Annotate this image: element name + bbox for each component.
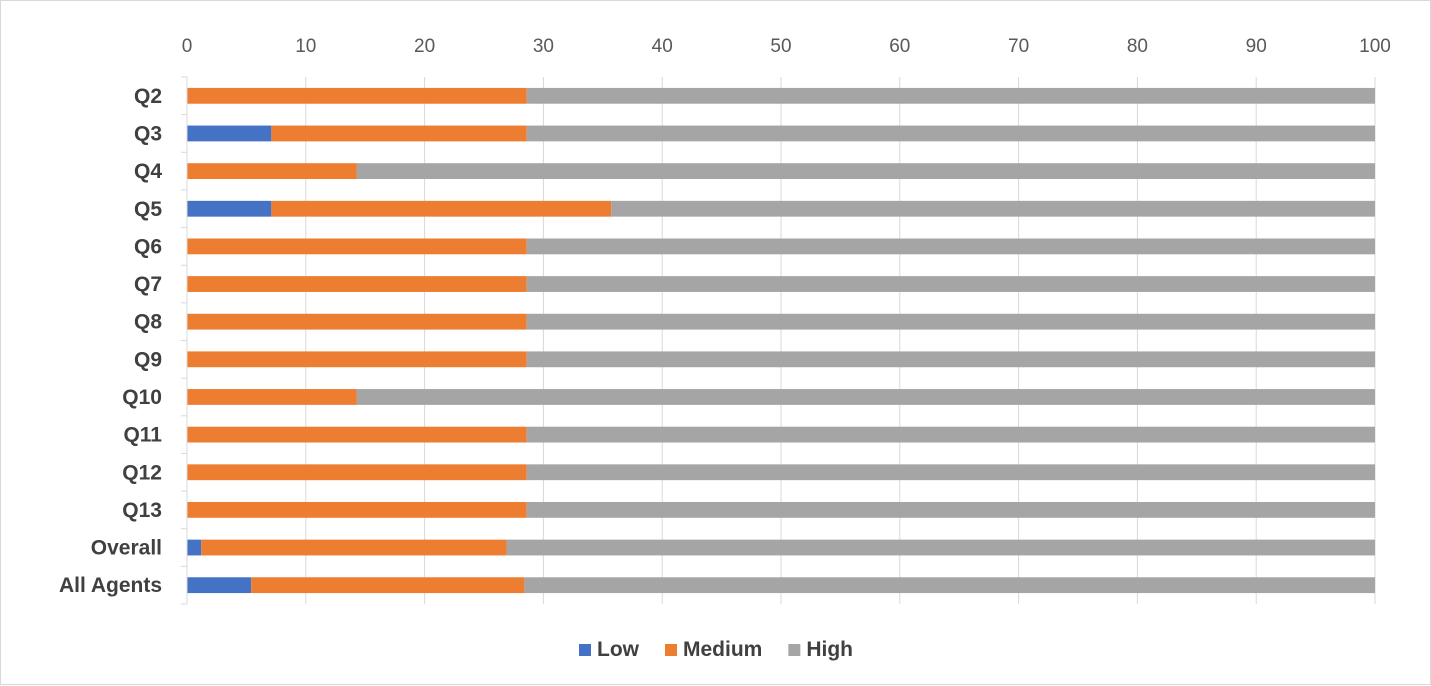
bar-low-q5: [187, 200, 272, 217]
bar-medium-q5: [271, 200, 612, 217]
bar-high-q12: [526, 464, 1375, 481]
category-label: Q8: [134, 311, 162, 334]
bar-medium-q13: [187, 501, 527, 518]
x-tick-label: 0: [182, 36, 193, 57]
legend-label-high: High: [806, 638, 853, 661]
bar-high-q5: [611, 200, 1375, 217]
bar-medium-all-agents: [251, 577, 525, 594]
category-label: Q4: [134, 160, 162, 183]
bar-medium-q10: [187, 389, 357, 405]
bar-high-q11: [526, 426, 1375, 443]
bar-medium-overall: [201, 539, 507, 556]
category-label: All Agents: [59, 574, 162, 597]
bar-low-all-agents: [187, 577, 252, 594]
category-label: Q9: [134, 348, 162, 371]
category-label: Q2: [134, 85, 162, 108]
bar-high-all-agents: [524, 577, 1375, 594]
x-tick-label: 90: [1246, 36, 1267, 57]
legend-label-medium: Medium: [683, 638, 762, 661]
bar-low-q3: [187, 125, 272, 142]
category-label: Q12: [122, 461, 162, 484]
x-tick-label: 60: [889, 36, 910, 57]
bar-medium-q9: [187, 351, 527, 368]
x-tick-label: 80: [1127, 36, 1148, 57]
bar-medium-q6: [187, 238, 527, 255]
bar-high-q8: [526, 313, 1375, 330]
legend-swatch-medium: [665, 644, 677, 656]
bar-high-q4: [356, 163, 1375, 180]
bar-medium-q12: [187, 464, 527, 481]
bar-medium-q8: [187, 313, 527, 330]
x-tick-label: 30: [533, 36, 554, 57]
category-label: Q11: [123, 424, 162, 447]
bar-medium-q2: [187, 87, 527, 104]
category-label: Q6: [134, 235, 162, 258]
bar-medium-q7: [187, 276, 527, 292]
category-label: Q5: [134, 198, 162, 221]
x-tick-label: 100: [1359, 36, 1391, 57]
bar-low-overall: [187, 539, 202, 556]
x-tick-label: 20: [414, 36, 435, 57]
bar-high-q3: [526, 125, 1375, 142]
x-tick-label: 10: [295, 36, 316, 57]
x-tick-label: 40: [652, 36, 673, 57]
legend-label-low: Low: [597, 638, 640, 661]
x-tick-label: 70: [1008, 36, 1029, 57]
legend: Low Medium High: [579, 638, 853, 661]
category-axis: Q2 Q3 Q4 Q5 Q6 Q7 Q8 Q9 Q10 Q11 Q12 Q13 Overall All A…: [59, 76, 188, 605]
legend-swatch-high: [788, 644, 801, 656]
bar-high-q7: [526, 276, 1375, 292]
category-label: Q7: [134, 273, 162, 296]
bar-high-q13: [526, 501, 1375, 518]
legend-swatch-low: [579, 644, 591, 656]
category-label: Q13: [122, 499, 162, 522]
bar-medium-q11: [187, 426, 527, 443]
bar-high-q10: [356, 389, 1375, 405]
bar-medium-q4: [187, 163, 357, 180]
bar-medium-q3: [271, 125, 527, 142]
bar-high-q2: [526, 87, 1375, 104]
bar-high-q9: [526, 351, 1375, 368]
x-tick-label: 50: [770, 36, 791, 57]
category-label: Q10: [122, 386, 162, 409]
category-label: Overall: [91, 537, 162, 560]
x-axis: 0 10 20 30 40 50 60 70 80 90 100: [182, 36, 1391, 57]
grid-lines: [186, 77, 1376, 604]
bar-high-overall: [506, 539, 1375, 556]
bar-high-q6: [526, 238, 1375, 255]
category-label: Q3: [134, 122, 162, 145]
bars: [187, 87, 1375, 594]
